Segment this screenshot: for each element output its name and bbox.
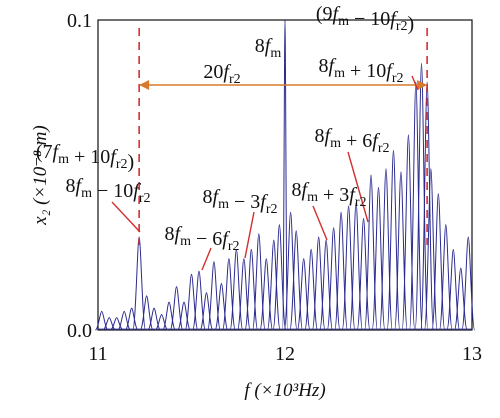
peak-26	[283, 211, 298, 331]
span-arrow-head-0	[139, 80, 150, 90]
peak-34	[341, 205, 356, 331]
label-8fm-minus-6fr2: 8fm − 6fr2	[165, 223, 240, 254]
peak-44	[414, 62, 429, 331]
label-8fm-plus-6fr2: 8fm + 6fr2	[315, 125, 390, 156]
span-arrow	[139, 80, 428, 90]
peak-50	[453, 267, 468, 331]
peak-43	[409, 81, 423, 331]
y-axis-label: x₂ (×10⁻⁸ m)	[30, 125, 51, 225]
peak-24	[272, 224, 287, 331]
xtick-label-0: 11	[88, 343, 107, 365]
label-8fm-plus-10fr2: 8fm + 10fr2	[319, 55, 404, 86]
peak-38	[371, 186, 386, 331]
peak-22	[259, 258, 274, 331]
peak-16	[214, 282, 229, 331]
peak-1	[102, 317, 116, 331]
leader-8fm-plus-10fr2	[411, 75, 419, 91]
span-arrow-head-1	[417, 80, 428, 90]
peak-5	[132, 236, 147, 331]
ytick-label-1: 0.1	[67, 10, 92, 32]
peak-19	[236, 258, 251, 331]
peak-2	[110, 317, 124, 331]
peak-42	[401, 134, 416, 331]
peak-37	[364, 174, 378, 331]
peak-14	[199, 292, 214, 331]
label-8fm-minus-10fr2: 8fm − 10fr2	[66, 175, 151, 206]
peak-32	[326, 227, 341, 331]
leader-8fm-plus-6fr2	[347, 151, 369, 223]
label-8fm-plus-3fr2: 8fm + 3fr2	[292, 179, 367, 210]
peak-25	[282, 19, 288, 331]
peak-20	[244, 248, 259, 331]
annotations: 8fm (9fm − 10fr2) 8fm + 10fr2 (7fm + 10fr2)…	[36, 3, 414, 254]
peak-51	[461, 236, 476, 331]
peak-3	[117, 310, 132, 331]
peak-8	[154, 313, 169, 331]
peak-41	[394, 171, 408, 331]
peak-11	[177, 301, 191, 331]
peak-28	[296, 258, 311, 331]
leader-8fm-minus-3fr2	[244, 211, 255, 259]
leader-8fm-minus-6fr2	[201, 247, 212, 271]
xtick-label-2: 13	[462, 343, 482, 365]
series-peaks	[94, 19, 476, 331]
label-9fm-10fr2: (9fm − 10fr2)	[316, 3, 414, 35]
span-label: 20fr2	[203, 61, 240, 87]
ytick-label-0: 0.0	[67, 320, 92, 342]
peak-31	[319, 239, 334, 331]
peak-36	[356, 217, 371, 331]
label-8fm-minus-3fr2: 8fm − 3fr2	[203, 186, 278, 217]
peak-39	[379, 168, 393, 331]
xtick-label-1: 12	[275, 343, 295, 365]
label-8fm: 8fm	[255, 35, 282, 61]
peak-29	[304, 248, 319, 331]
x-axis-title: f (×10³Hz)	[244, 380, 325, 401]
peak-23	[266, 239, 281, 331]
peak-12	[184, 273, 199, 331]
leader-8fm-minus-10fr2	[111, 201, 141, 233]
peak-30	[311, 236, 326, 331]
x-axis-ticks: 11 12 13	[88, 324, 482, 365]
leader-8fm-plus-3fr2	[312, 205, 328, 241]
annotation-leaders	[111, 75, 419, 271]
peak-4	[124, 307, 139, 331]
peak-18	[229, 248, 244, 331]
y-axis-title: x₂ (×10⁻⁸ m)	[30, 125, 51, 225]
peak-9	[162, 301, 176, 331]
label-7fm-plus-10fr2: (7fm + 10fr2)	[36, 141, 134, 173]
peak-33	[334, 211, 348, 331]
peak-45	[420, 81, 435, 331]
peak-17	[222, 258, 236, 331]
